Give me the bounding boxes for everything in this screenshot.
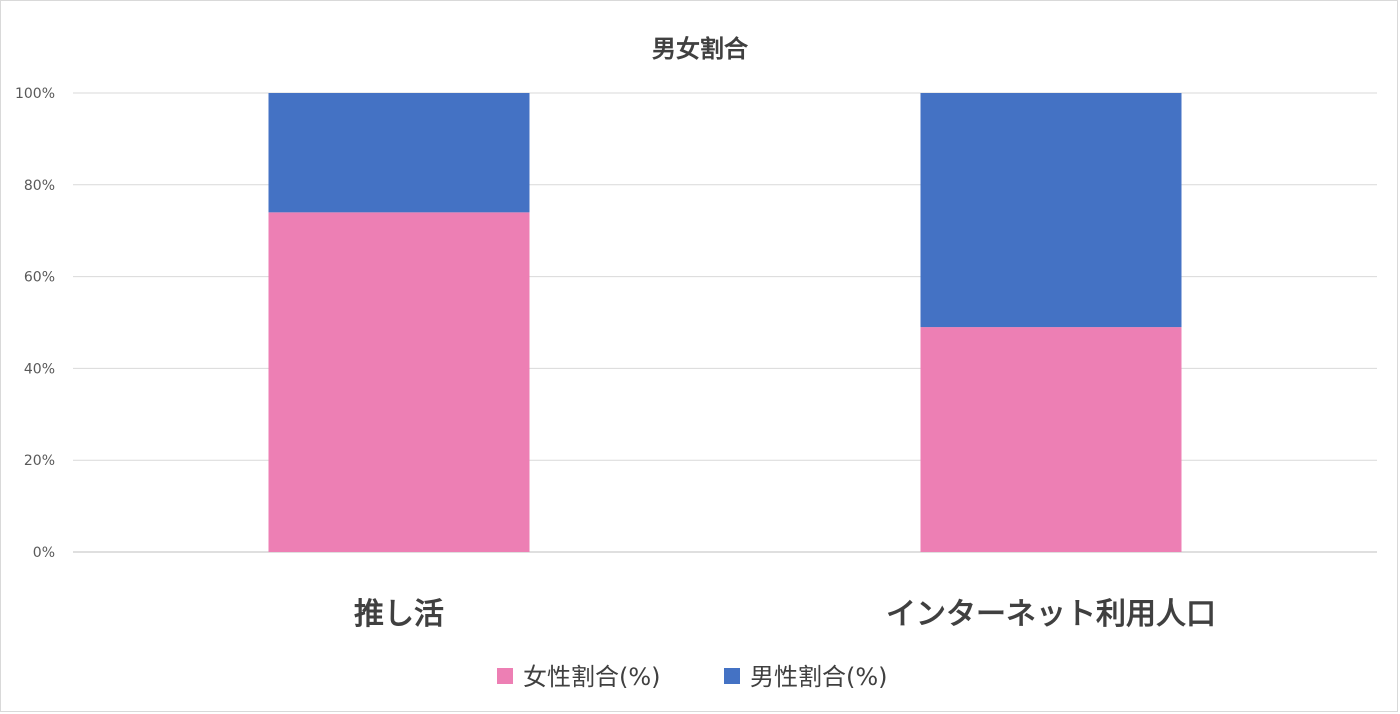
legend-label-female: 女性割合(%) <box>523 663 661 691</box>
x-tick-label: 推し活 <box>354 597 444 632</box>
bar-segment-male-1 <box>920 93 1182 328</box>
x-axis-labels: 推し活 インターネット利用人口 <box>354 597 1216 632</box>
y-tick-label: 80% <box>24 178 55 194</box>
bars <box>268 93 1182 552</box>
legend-label-male: 男性割合(%) <box>750 663 888 691</box>
legend-swatch-male <box>724 668 740 684</box>
y-tick-label: 20% <box>24 453 55 469</box>
legend: 女性割合(%) 男性割合(%) <box>497 663 888 691</box>
chart-title: 男女割合 <box>652 35 749 63</box>
x-tick-label: インターネット利用人口 <box>886 597 1216 632</box>
legend-swatch-female <box>497 668 513 684</box>
y-tick-label: 0% <box>33 545 55 561</box>
y-tick-label: 100% <box>15 86 55 102</box>
bar-segment-female-1 <box>920 327 1182 552</box>
y-axis-ticks: 0% 20% 40% 60% 80% 100% <box>15 86 55 561</box>
bar-segment-male-0 <box>268 93 530 213</box>
y-tick-label: 40% <box>24 361 55 377</box>
y-tick-label: 60% <box>24 270 55 286</box>
bar-segment-female-0 <box>268 212 530 552</box>
